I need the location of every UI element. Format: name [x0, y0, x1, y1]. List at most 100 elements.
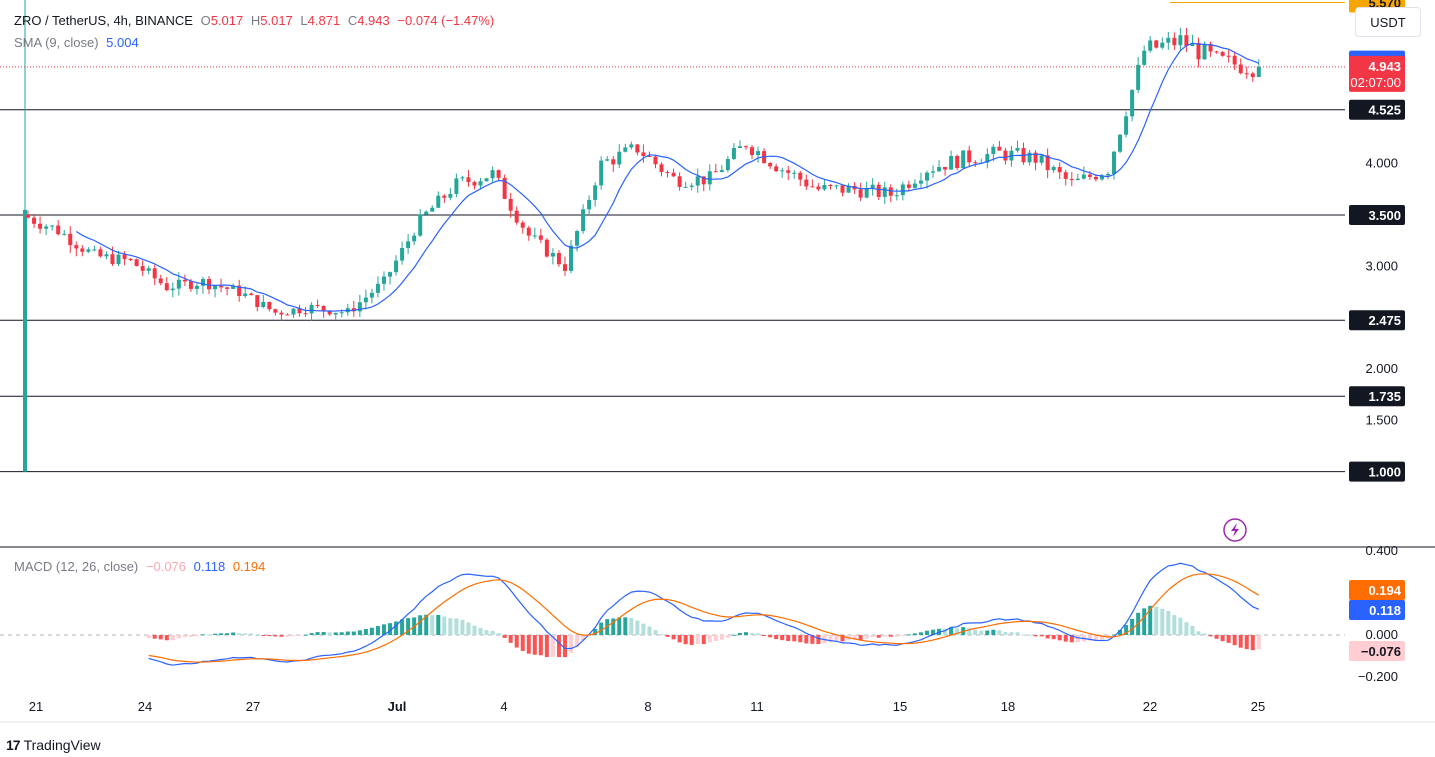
candle-down	[876, 184, 881, 197]
time-tick-label: 25	[1251, 699, 1265, 714]
price-axis[interactable]: 1.500 2.000 3.000 4.000 −0.200 0.000 0.400 5.57…	[1349, 0, 1405, 684]
candle-down	[327, 310, 332, 315]
macd-histogram-bar	[1057, 635, 1062, 641]
macd-histogram-bar	[213, 633, 218, 635]
macd-histogram-bar	[1196, 631, 1201, 635]
macd-histogram-bar	[520, 635, 525, 651]
candle-up	[605, 159, 610, 161]
candle-up	[623, 147, 628, 152]
candle-up	[460, 177, 465, 179]
candle-up	[357, 302, 362, 312]
macd-histogram-bar	[1112, 634, 1117, 636]
level-price-label-bg	[1349, 386, 1405, 407]
time-tick-label: 8	[644, 699, 651, 714]
high-price-label: 5.570	[1368, 0, 1401, 10]
macd-histogram-bar	[357, 630, 362, 635]
candle-up	[737, 146, 742, 148]
lightning-alert-icon[interactable]	[1223, 518, 1247, 542]
candle-up	[116, 254, 121, 264]
candle-down	[774, 166, 779, 172]
macd-histogram-bar	[1063, 635, 1068, 642]
sma-label[interactable]: SMA (9, close)	[14, 35, 99, 50]
macd-histogram-bar	[182, 635, 187, 638]
macd-tick-label: 0.400	[1365, 543, 1398, 558]
macd-histogram-bar	[1244, 635, 1249, 650]
macd-histogram-bar	[375, 626, 380, 635]
candle-up	[985, 154, 990, 163]
macd-histogram-bar	[1202, 633, 1207, 635]
candle-down	[641, 152, 646, 156]
macd-histogram-bar	[864, 635, 869, 639]
macd-histogram-bar	[1075, 635, 1080, 643]
candle-up	[683, 186, 688, 188]
candle-up	[194, 285, 199, 289]
open-label: O	[200, 13, 211, 28]
macd-histogram-bar	[381, 624, 386, 635]
level-price-label: 3.500	[1368, 208, 1401, 223]
macd-histogram-bar	[792, 635, 797, 642]
time-tick-label: 4	[500, 699, 507, 714]
candle-up	[924, 172, 929, 181]
macd-histogram-bar	[291, 635, 296, 636]
candle-up	[1130, 89, 1135, 117]
macd-histogram-bar	[472, 625, 477, 635]
macd-histogram-bar	[581, 635, 586, 641]
macd-histogram-bar	[526, 635, 531, 654]
sma-legend: SMA (9, close) 5.004	[14, 35, 143, 50]
candle-up	[587, 199, 592, 210]
candle-down	[750, 147, 755, 156]
macd-histogram-bar	[762, 635, 767, 636]
tradingview-brand[interactable]: 17 TradingView	[6, 737, 101, 753]
candle-down	[508, 198, 513, 211]
symbol-title[interactable]: ZRO / TetherUS, 4h, BINANCE	[14, 13, 193, 28]
macd-histogram-bar	[1154, 606, 1159, 635]
macd-histogram-bar	[249, 633, 254, 635]
candle-up	[569, 245, 574, 271]
macd-label[interactable]: MACD (12, 26, close)	[14, 559, 139, 574]
candle-down	[943, 167, 948, 170]
macd-histogram-bar	[701, 635, 706, 645]
macd-price-label-bg	[1349, 580, 1405, 600]
candle-up	[406, 241, 411, 248]
macd-signal-value: 0.194	[232, 559, 266, 574]
level-price-label: 4.525	[1368, 103, 1401, 118]
candle-down	[1154, 40, 1159, 48]
candle-up	[864, 187, 869, 198]
candle-down	[188, 281, 193, 289]
candle-up	[1166, 37, 1171, 43]
time-axis[interactable]: 21 24 27 Jul 4 8 11 15 18 22 25	[29, 699, 1265, 714]
candle-up	[424, 211, 429, 215]
candle-up	[418, 214, 423, 236]
candle-down	[858, 189, 863, 198]
candle-down	[26, 214, 31, 218]
candle-down	[1093, 176, 1098, 180]
macd-histogram-bar	[647, 626, 652, 635]
candle-down	[472, 182, 477, 186]
macd-histogram-bar	[695, 635, 700, 644]
candle-up	[478, 181, 483, 186]
macd-histogram-bar	[194, 635, 199, 637]
currency-button[interactable]: USDT	[1355, 7, 1421, 37]
macd-histogram-bar	[406, 618, 411, 635]
candle-up	[900, 184, 905, 196]
price-tick-label: 1.500	[1365, 412, 1398, 427]
candle-down	[140, 266, 145, 271]
chart-overlays	[0, 518, 1435, 723]
candle-down	[526, 227, 531, 236]
candle-up	[912, 183, 917, 188]
candle-up	[333, 312, 338, 315]
candle-up	[846, 185, 851, 193]
sma-polyline	[75, 42, 1260, 312]
candle-down	[810, 186, 815, 188]
macd-histogram-bar	[888, 635, 893, 637]
candle-down	[122, 254, 127, 260]
candle-up	[1190, 42, 1195, 47]
macd-histogram-bar	[1166, 610, 1171, 635]
candle-down	[743, 146, 748, 148]
macd-histogram-bar	[1099, 635, 1104, 640]
macd-histogram-bar	[575, 635, 580, 648]
macd-histogram-bar	[321, 632, 326, 635]
macd-histogram-bar	[665, 635, 670, 637]
sma-line	[75, 42, 1260, 312]
